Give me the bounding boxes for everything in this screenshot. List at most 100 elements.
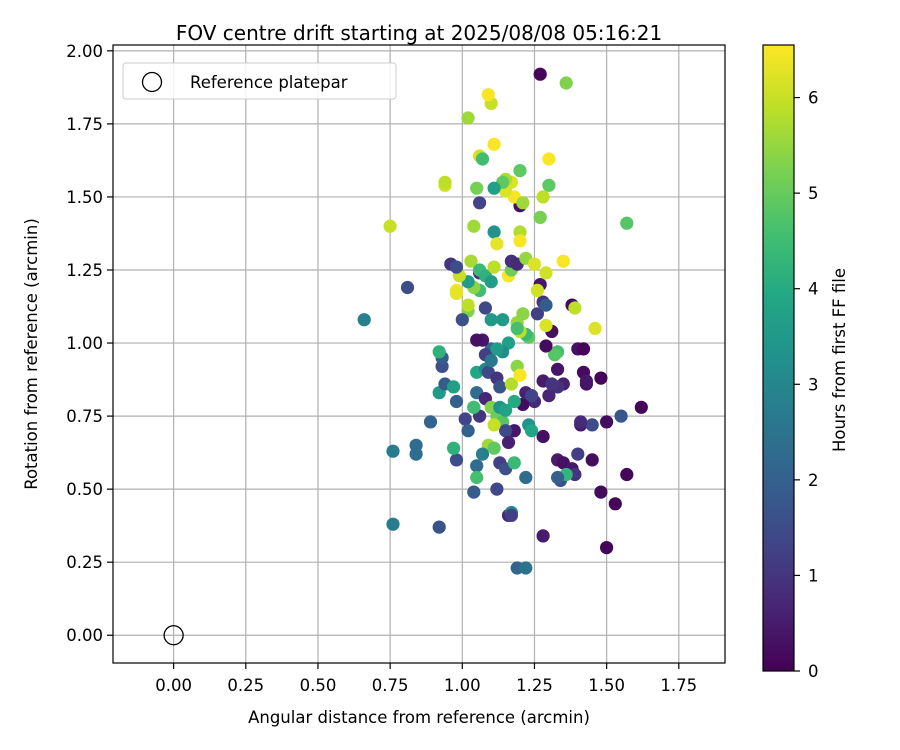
data-point: [461, 111, 475, 125]
data-point: [516, 196, 530, 210]
x-tick-label: 1.25: [516, 676, 553, 695]
data-point: [620, 216, 634, 230]
data-point: [588, 321, 602, 335]
data-point: [594, 485, 608, 499]
colorbar-tick-label: 0: [808, 662, 819, 681]
y-tick-label: 2.00: [66, 42, 103, 61]
data-point: [493, 380, 507, 394]
data-point: [507, 394, 521, 409]
colorbar-tick-label: 2: [808, 471, 819, 490]
y-axis-label: Rotation from reference (arcmin): [22, 218, 41, 490]
data-point: [478, 301, 492, 315]
data-point: [496, 313, 510, 327]
data-point: [484, 354, 498, 368]
data-point: [539, 339, 553, 353]
data-points: [357, 67, 648, 575]
x-axis-ticks: 0.00 0.25 0.50 0.75 1.00 1.25 1.50 1.75: [155, 663, 697, 695]
data-point: [533, 210, 547, 224]
x-tick-label: 1.00: [444, 676, 481, 695]
data-point: [499, 403, 513, 417]
data-point: [499, 424, 513, 438]
data-point: [432, 345, 446, 359]
data-point: [423, 415, 438, 429]
data-point: [530, 307, 545, 321]
data-point: [386, 444, 400, 458]
data-point: [475, 447, 490, 461]
data-point: [527, 257, 542, 271]
data-point: [539, 318, 553, 333]
data-point: [568, 301, 582, 315]
data-point: [487, 181, 501, 195]
colorbar-label: Hours from first FF file: [830, 268, 849, 452]
data-point: [447, 380, 461, 394]
data-point: [536, 429, 550, 444]
data-point: [542, 389, 556, 403]
data-point: [470, 181, 484, 195]
data-point: [470, 459, 484, 473]
data-point: [576, 342, 591, 356]
x-tick-label: 0.50: [300, 676, 337, 695]
data-point: [559, 76, 573, 90]
colorbar-tick-label: 1: [808, 566, 819, 585]
data-point: [513, 164, 527, 178]
data-point: [519, 561, 533, 575]
reference-platepar-point: [163, 625, 184, 646]
data-point: [548, 348, 562, 362]
data-point: [608, 497, 622, 511]
data-point: [487, 137, 501, 151]
grid: [113, 45, 725, 663]
data-point: [542, 178, 556, 192]
data-point: [501, 435, 516, 449]
data-point: [516, 307, 530, 321]
colorbar-ticks: 0 1 2 3 4 5 6: [794, 89, 819, 681]
data-point: [545, 377, 559, 391]
data-point: [449, 394, 464, 409]
y-tick-label: 0.25: [66, 553, 103, 572]
data-point: [467, 485, 481, 499]
data-point: [409, 447, 423, 461]
data-point: [490, 482, 504, 496]
x-axis-label: Angular distance from reference (arcmin): [248, 708, 590, 727]
data-point: [536, 529, 550, 543]
data-point: [383, 219, 397, 233]
data-point: [513, 234, 527, 248]
y-tick-label: 0.50: [66, 480, 103, 499]
data-point: [473, 196, 487, 210]
reference-marker: [163, 625, 184, 646]
data-point: [539, 298, 553, 312]
data-point: [400, 280, 415, 295]
data-point: [533, 67, 547, 81]
data-point: [600, 415, 614, 429]
data-point: [525, 389, 539, 403]
data-point: [490, 342, 504, 356]
plot-frame: [112, 44, 726, 664]
legend-entry: Reference platepar: [190, 73, 348, 92]
y-tick-label: 1.00: [66, 334, 103, 353]
data-point: [539, 266, 553, 280]
colorbar-tick-label: 5: [808, 184, 819, 203]
data-point: [487, 225, 501, 239]
data-point: [487, 418, 501, 432]
data-point: [600, 541, 614, 555]
data-point: [449, 260, 464, 274]
chart-title: FOV centre drift starting at 2025/08/08 …: [176, 21, 662, 45]
data-point: [585, 453, 599, 467]
data-point: [449, 453, 464, 467]
data-point: [470, 470, 484, 485]
colorbar-tick-label: 4: [808, 280, 819, 299]
data-point: [579, 374, 594, 388]
data-point: [484, 313, 498, 327]
data-point: [484, 275, 498, 289]
colorbar-tick-label: 6: [808, 89, 819, 108]
data-point: [432, 520, 446, 534]
data-point: [551, 362, 565, 376]
x-tick-label: 0.75: [372, 676, 409, 695]
data-point: [461, 424, 475, 438]
legend-box: [122, 62, 397, 100]
x-tick-label: 1.75: [660, 676, 697, 695]
data-point: [386, 517, 400, 531]
data-point: [507, 456, 521, 470]
x-tick-label: 1.50: [588, 676, 625, 695]
legend-reference-marker: [141, 71, 163, 93]
